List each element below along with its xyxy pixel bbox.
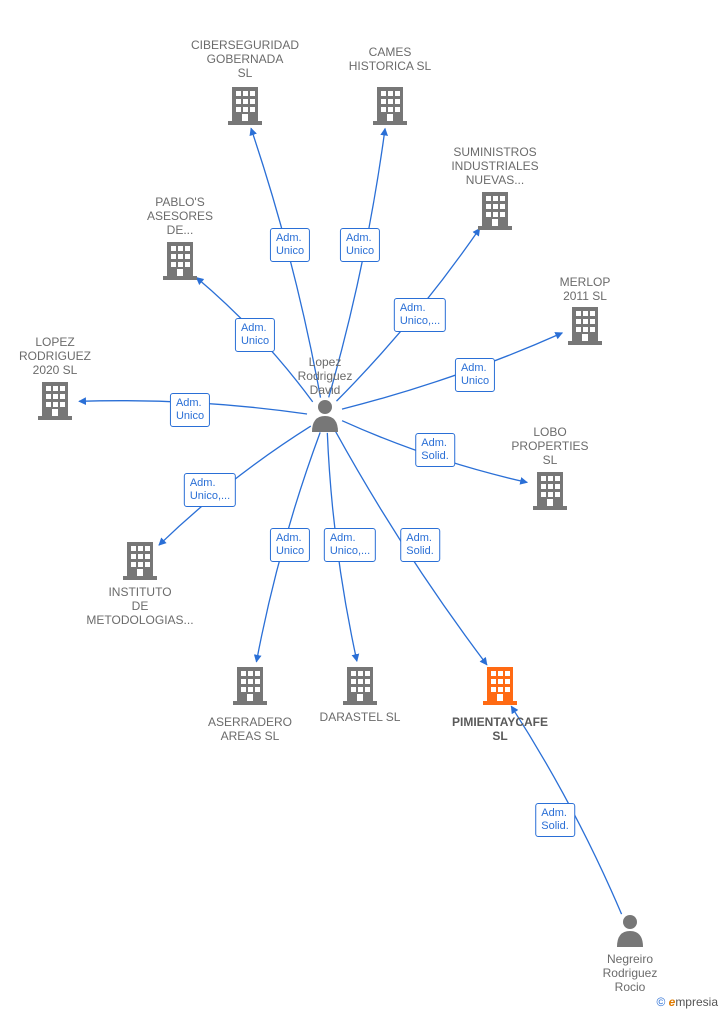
company-label: LOPEZ RODRIGUEZ 2020 SL [0, 335, 115, 377]
edge-label: Adm. Unico [235, 318, 275, 352]
edge-line [342, 421, 527, 483]
footer-copyright: © empresia [656, 995, 718, 1009]
building-icon[interactable] [38, 380, 72, 420]
edge-label: Adm. Unico,... [394, 298, 446, 332]
brand-rest: mpresia [675, 995, 718, 1009]
edge-line [336, 228, 479, 401]
building-icon[interactable] [123, 540, 157, 580]
edge-line [79, 401, 307, 414]
edge-label: Adm. Solid. [400, 528, 440, 562]
edge-label: Adm. Unico [455, 358, 495, 392]
edge-line [511, 706, 621, 914]
edge-label: Adm. Solid. [415, 433, 455, 467]
company-label: SUMINISTROS INDUSTRIALES NUEVAS... [435, 145, 555, 187]
graph-edges [0, 0, 728, 1015]
company-label: PABLO'S ASESORES DE... [120, 195, 240, 237]
person-label: Lopez Rodriguez David [265, 355, 385, 397]
edge-line [159, 426, 311, 545]
edge-label: Adm. Unico,... [184, 473, 236, 507]
building-icon[interactable] [228, 85, 262, 125]
edge-line [329, 128, 385, 397]
edge-label: Adm. Unico [170, 393, 210, 427]
edge-label: Adm. Unico [270, 228, 310, 262]
company-label: ASERRADERO AREAS SL [190, 715, 310, 743]
building-icon[interactable] [568, 305, 602, 345]
person-icon[interactable] [615, 913, 645, 947]
company-label: CIBERSEGURIDAD GOBERNADA SL [185, 38, 305, 80]
person-label: Negreiro Rodriguez Rocio [570, 952, 690, 994]
copyright-symbol: © [656, 995, 665, 1009]
edge-line [196, 278, 312, 402]
company-label: DARASTEL SL [300, 710, 420, 724]
company-label: CAMES HISTORICA SL [330, 45, 450, 73]
edge-line [335, 430, 487, 665]
edge-line [256, 432, 320, 662]
edge-label: Adm. Unico [270, 528, 310, 562]
building-icon[interactable] [343, 665, 377, 705]
building-icon[interactable] [163, 240, 197, 280]
edge-line [342, 333, 562, 409]
building-icon[interactable] [233, 665, 267, 705]
company-label: PIMIENTAYCAFE SL [440, 715, 560, 743]
edge-label: Adm. Solid. [535, 803, 575, 837]
edge-label: Adm. Unico [340, 228, 380, 262]
edge-label: Adm. Unico,... [324, 528, 376, 562]
person-icon[interactable] [310, 398, 340, 432]
building-icon[interactable] [373, 85, 407, 125]
edge-line [327, 433, 357, 661]
company-label: MERLOP 2011 SL [525, 275, 645, 303]
building-icon[interactable] [483, 665, 517, 705]
company-label: INSTITUTO DE METODOLOGIAS... [80, 585, 200, 627]
building-icon[interactable] [533, 470, 567, 510]
building-icon[interactable] [478, 190, 512, 230]
company-label: LOBO PROPERTIES SL [490, 425, 610, 467]
edge-line [251, 128, 321, 397]
